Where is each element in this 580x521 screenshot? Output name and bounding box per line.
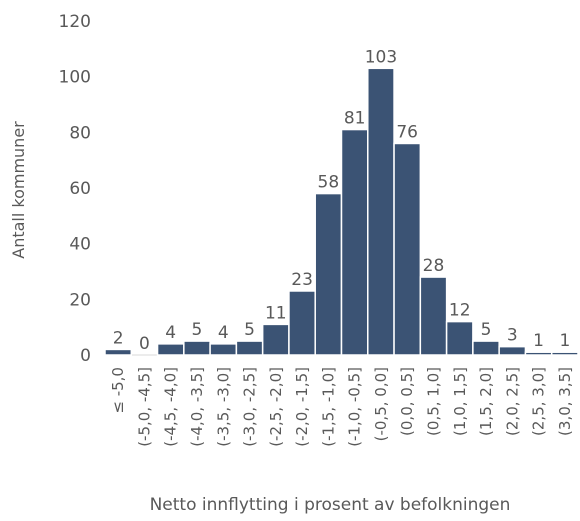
- y-tick-label: 40: [69, 235, 91, 255]
- bar: [314, 192, 343, 356]
- value-label: 3: [507, 326, 518, 346]
- bar: [445, 320, 474, 356]
- bar: [472, 340, 500, 356]
- value-label: 5: [481, 320, 492, 340]
- value-label: 23: [291, 270, 313, 290]
- y-tick-label: 80: [69, 123, 91, 143]
- value-label: 1: [559, 331, 570, 351]
- value-label: 2: [113, 328, 124, 348]
- bar: [104, 348, 133, 356]
- bar: [498, 345, 527, 356]
- x-tick-label: (1,0, 1,5]: [451, 367, 469, 436]
- value-label: 1: [533, 331, 544, 351]
- bar: [235, 340, 264, 356]
- x-tick-label: (-2,0, -1,5]: [293, 367, 311, 447]
- x-axis-title: Netto innflytting i prosent av befolknin…: [150, 495, 511, 515]
- x-tick-label: (-2,5, -2,0]: [267, 367, 285, 447]
- y-tick-label: 60: [69, 179, 91, 199]
- value-label: 12: [449, 301, 471, 321]
- x-tick-label: (-1,0, -0,5]: [346, 367, 364, 447]
- bar: [183, 340, 211, 356]
- bar: [524, 351, 553, 356]
- bar: [550, 351, 579, 356]
- bar: [288, 290, 316, 356]
- value-label: 81: [344, 109, 366, 129]
- x-tick-label: (2,0, 2,5]: [503, 367, 521, 436]
- x-tick-label: (3,0, 3,5]: [556, 367, 574, 436]
- x-tick-label: (2,5, 3,0]: [530, 367, 548, 436]
- x-tick-label: (-4,5, -4,0]: [162, 367, 180, 447]
- x-tick-label: (-3,5, -3,0]: [214, 367, 232, 447]
- y-tick-label: 0: [80, 346, 91, 366]
- value-label: 5: [192, 320, 203, 340]
- bar: [209, 343, 238, 356]
- x-tick-label: (0,5, 1,0]: [424, 367, 442, 436]
- y-tick-label: 100: [59, 68, 91, 88]
- bar: [156, 343, 185, 356]
- bar: [340, 128, 369, 356]
- x-tick-label: (-3,0, -2,5]: [241, 367, 259, 447]
- value-label: 11: [265, 303, 287, 323]
- bar: [261, 323, 290, 356]
- bar: [393, 142, 422, 356]
- bar: [419, 276, 448, 356]
- x-tick-label: (0,0, 0,5]: [398, 367, 416, 436]
- bar: [367, 67, 395, 356]
- y-axis-title: Antall kommuner: [9, 121, 28, 259]
- y-tick-label: 20: [69, 290, 91, 310]
- x-tick-label: (-0,5, 0,0]: [372, 367, 390, 441]
- y-tick-label: 120: [59, 12, 91, 32]
- value-label: 28: [423, 256, 445, 276]
- value-label: 76: [396, 122, 418, 142]
- value-label: 4: [165, 323, 176, 343]
- value-label: 4: [218, 323, 229, 343]
- value-label: 103: [365, 47, 397, 67]
- x-tick-label: (-5,0, -4,5]: [135, 367, 153, 447]
- value-label: 0: [139, 334, 150, 354]
- x-tick-label: (1,5, 2,0]: [477, 367, 495, 436]
- value-label: 58: [318, 173, 340, 193]
- x-tick-label: (-4,0, -3,5]: [188, 367, 206, 447]
- x-tick-label: ≤ -5,0: [109, 367, 127, 414]
- value-label: 5: [244, 320, 255, 340]
- x-tick-label: (-1,5, -1,0]: [319, 367, 337, 447]
